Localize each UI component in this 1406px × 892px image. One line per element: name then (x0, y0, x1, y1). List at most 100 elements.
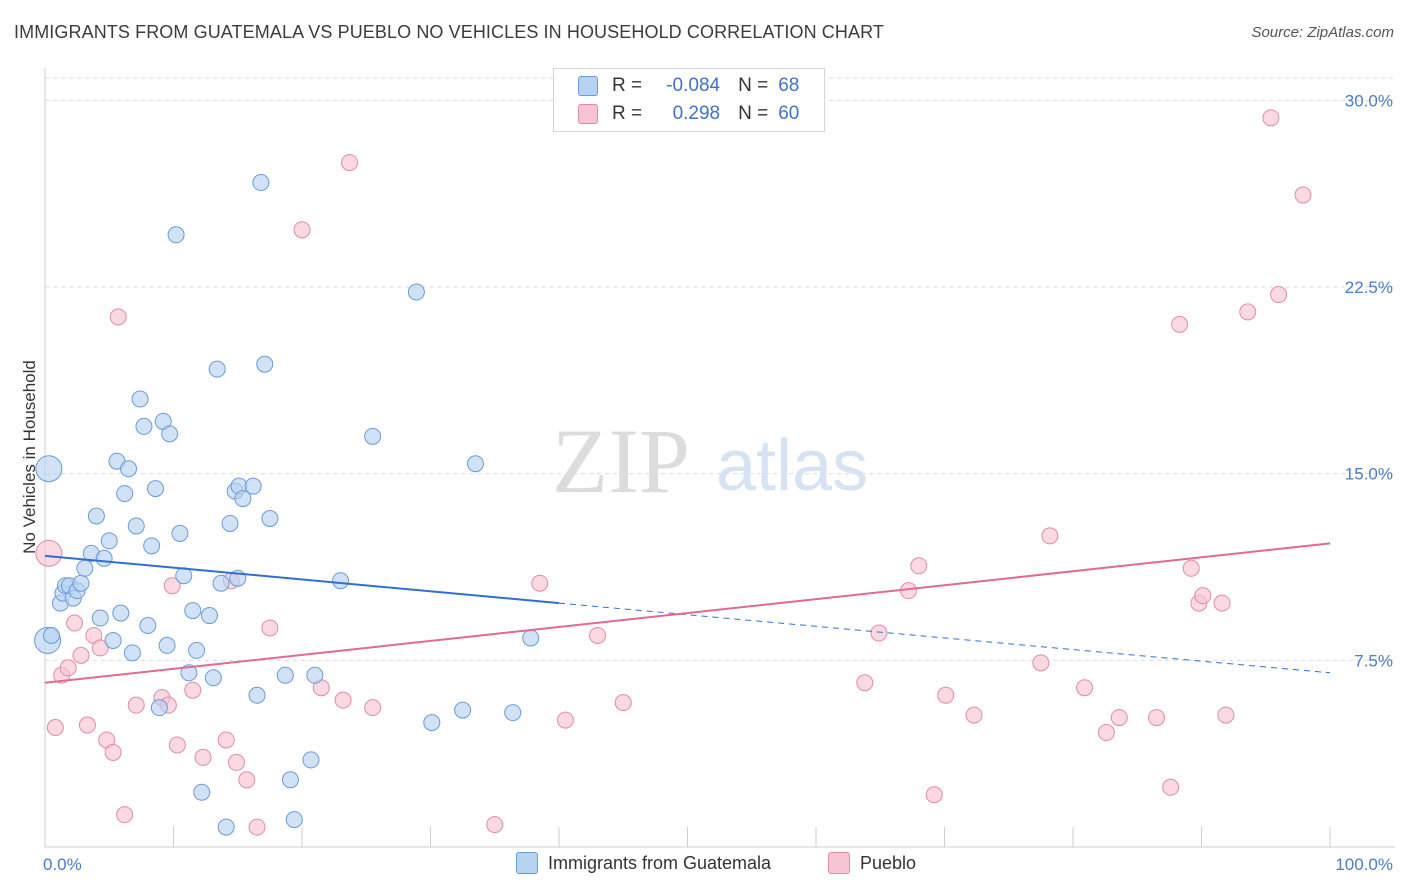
guatemala-trend-extension (558, 602, 1331, 674)
pueblo-point (184, 681, 202, 699)
watermark-zip: ZIP (552, 410, 690, 512)
pueblo-point (163, 577, 181, 595)
guatemala-point (188, 641, 206, 659)
legend-label-guatemala: Immigrants from Guatemala (548, 852, 772, 873)
pueblo-point (227, 753, 245, 771)
guatemala-point (244, 477, 262, 495)
pueblo-point (91, 639, 109, 657)
guatemala-point (180, 664, 198, 682)
pueblo-point (1148, 709, 1166, 727)
pueblo-point (1076, 679, 1094, 697)
pueblo-point (66, 614, 84, 632)
pueblo-point (78, 716, 96, 734)
pueblo-point (925, 786, 943, 804)
correlation-legend: R = -0.084 N = 68 R = 0.298 N = 60 (553, 68, 825, 132)
guatemala-point (76, 559, 94, 577)
legend-r-label: R = (612, 75, 643, 96)
chart-title: IMMIGRANTS FROM GUATEMALA VS PUEBLO NO V… (14, 22, 884, 42)
pueblo-point (116, 806, 134, 824)
guatemala-point (407, 283, 425, 301)
y-axis-label: No Vehicles in Household (20, 360, 39, 554)
guatemala-point (302, 751, 320, 769)
guatemala-point (221, 514, 239, 532)
legend-swatch-pink (828, 852, 850, 874)
guatemala-point (281, 771, 299, 789)
guatemala-point (158, 636, 176, 654)
guatemala-point (87, 507, 105, 525)
pueblo-point (1217, 706, 1235, 724)
guatemala-point (466, 455, 484, 473)
pueblo-point (1041, 527, 1059, 545)
guatemala-point (139, 617, 157, 635)
source-label: Source: ZipAtlas.com (1251, 24, 1394, 41)
guatemala-point (123, 644, 141, 662)
guatemala-point (276, 666, 294, 684)
pueblo-point (104, 743, 122, 761)
guatemala-trend-line (44, 554, 560, 605)
guatemala-point (116, 485, 134, 503)
guatemala-point (193, 783, 211, 801)
legend-row-pueblo: R = 0.298 N = 60 (578, 101, 799, 127)
pueblo-point (261, 619, 279, 637)
legend-r-label: R = (612, 103, 643, 124)
guatemala-point (332, 572, 350, 590)
guatemala-point (208, 360, 226, 378)
pueblo-point (1270, 286, 1288, 304)
pueblo-point (1097, 724, 1115, 742)
legend-n-label: N = (738, 75, 769, 96)
guatemala-point (100, 532, 118, 550)
pueblo-point (910, 557, 928, 575)
y-tick-label: 7.5% (1354, 651, 1393, 670)
y-tick-label: 22.5% (1345, 278, 1393, 297)
legend-r-value: 0.298 (672, 103, 721, 124)
legend-item-guatemala[interactable]: Immigrants from Guatemala (516, 852, 771, 874)
legend-n-value: 60 (778, 103, 800, 124)
pueblo-point (217, 731, 235, 749)
tick-labels: 7.5% 15.0% 22.5% 30.0% 0.0% 100.0% (43, 91, 1393, 874)
guatemala-point (167, 226, 185, 244)
pueblo-point (72, 646, 90, 664)
pueblo-point (1182, 559, 1200, 577)
guatemala-point (135, 417, 153, 435)
pueblo-point (194, 748, 212, 766)
guatemala-point (150, 699, 168, 717)
guatemala-point (95, 549, 113, 567)
guatemala-point (143, 537, 161, 555)
legend-n-label: N = (738, 103, 769, 124)
pueblo-point (1032, 654, 1050, 672)
pueblo-point (341, 154, 359, 172)
guatemala-point (112, 604, 130, 622)
pueblo-point (1194, 587, 1212, 605)
pueblo-point (168, 736, 186, 754)
guatemala-point (161, 425, 179, 443)
pueblo-point (856, 674, 874, 692)
legend-swatch-pink (578, 104, 598, 124)
pueblo-point (1171, 315, 1189, 333)
guatemala-point (204, 669, 222, 687)
legend-item-pueblo[interactable]: Pueblo (828, 852, 916, 874)
x-tick-label: 100.0% (1335, 855, 1393, 874)
pueblo-point (937, 686, 955, 704)
pueblo-point (46, 719, 64, 737)
guatemala-point (171, 524, 189, 542)
guatemala-point (248, 686, 266, 704)
guatemala-point (200, 607, 218, 625)
pueblo-point (1110, 709, 1128, 727)
pueblo-point (1162, 778, 1180, 796)
pueblo-point (589, 626, 607, 644)
guatemala-point (234, 490, 252, 508)
data-points (34, 109, 1312, 836)
guatemala-point (104, 631, 122, 649)
guatemala-point (42, 626, 60, 644)
legend-swatch-blue (516, 852, 538, 874)
guatemala-point (252, 174, 270, 192)
legend-r-value: -0.084 (666, 75, 721, 96)
pueblo-point (293, 221, 311, 239)
guatemala-point (454, 701, 472, 719)
pueblo-point (248, 818, 266, 836)
legend-row-guatemala: R = -0.084 N = 68 (578, 73, 799, 99)
y-tick-label: 30.0% (1345, 91, 1393, 110)
guatemala-point (131, 390, 149, 408)
guatemala-point (175, 567, 193, 585)
pueblo-point (1262, 109, 1280, 127)
